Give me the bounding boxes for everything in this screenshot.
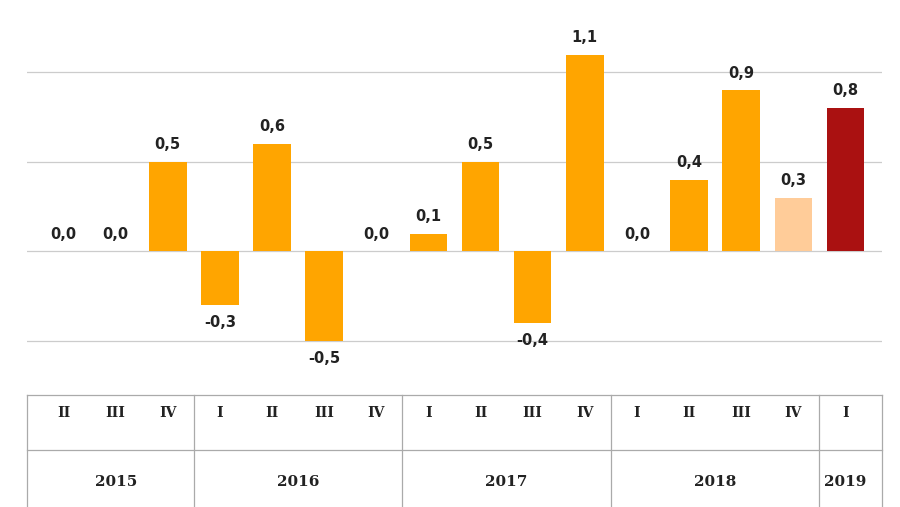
Bar <box>670 180 708 251</box>
Text: 2016: 2016 <box>277 476 320 489</box>
Text: I: I <box>634 406 640 420</box>
Bar <box>462 162 500 251</box>
Bar <box>827 108 864 251</box>
Bar <box>149 162 186 251</box>
Bar <box>723 90 760 251</box>
Text: 0,5: 0,5 <box>467 137 493 152</box>
Text: 2017: 2017 <box>485 476 527 489</box>
Text: -0,5: -0,5 <box>308 351 340 366</box>
Bar <box>566 55 604 251</box>
Text: 0,0: 0,0 <box>50 227 76 241</box>
Text: III: III <box>732 406 752 420</box>
Text: III: III <box>523 406 543 420</box>
Text: II: II <box>682 406 696 420</box>
Text: 0,5: 0,5 <box>155 137 181 152</box>
Text: 0,6: 0,6 <box>259 119 285 134</box>
Text: 0,0: 0,0 <box>103 227 129 241</box>
Text: -0,3: -0,3 <box>204 315 236 330</box>
Text: 0,3: 0,3 <box>780 173 806 188</box>
Text: I: I <box>842 406 849 420</box>
Text: 0,9: 0,9 <box>728 65 754 81</box>
Bar <box>410 234 447 251</box>
Text: II: II <box>474 406 487 420</box>
Text: 0,1: 0,1 <box>416 209 442 224</box>
Text: 0,8: 0,8 <box>832 84 859 98</box>
Text: -0,4: -0,4 <box>517 333 549 348</box>
Text: 2015: 2015 <box>94 476 137 489</box>
Text: 2019: 2019 <box>824 476 867 489</box>
Text: I: I <box>425 406 432 420</box>
Text: III: III <box>105 406 126 420</box>
Text: 0,0: 0,0 <box>624 227 650 241</box>
Text: IV: IV <box>785 406 802 420</box>
Text: I: I <box>217 406 223 420</box>
Text: II: II <box>57 406 70 420</box>
Text: IV: IV <box>576 406 593 420</box>
Text: 0,0: 0,0 <box>364 227 390 241</box>
Text: 2018: 2018 <box>694 476 736 489</box>
Text: II: II <box>266 406 279 420</box>
Bar <box>305 251 343 341</box>
Text: IV: IV <box>367 406 385 420</box>
Text: 0,4: 0,4 <box>676 155 702 170</box>
Bar <box>514 251 552 323</box>
Text: IV: IV <box>159 406 176 420</box>
Text: III: III <box>314 406 334 420</box>
Bar <box>253 144 291 251</box>
Bar <box>201 251 239 305</box>
Bar <box>775 198 812 251</box>
Text: 1,1: 1,1 <box>572 30 598 45</box>
